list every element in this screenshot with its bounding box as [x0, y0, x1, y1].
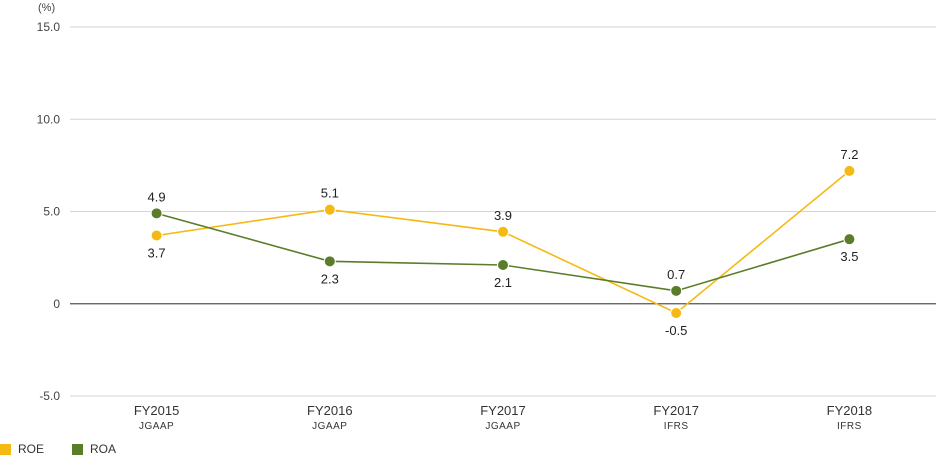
data-label-roa: 2.3 [321, 271, 339, 286]
data-label-roe: 3.7 [148, 245, 166, 260]
x-category-label: FY2015 [134, 403, 180, 418]
x-category-sublabel: JGAAP [485, 421, 520, 432]
x-category-labels: FY2015 JGAAP FY2016 JGAAP FY2017 JGAAP FY2017 I… [134, 403, 872, 432]
data-point-roa [150, 207, 163, 220]
x-category-label: FY2017 [480, 403, 526, 418]
legend-label-roe: ROE [18, 442, 45, 456]
data-point-roe [843, 164, 856, 177]
legend-item-roa: ROA [72, 442, 116, 456]
data-point-roe [497, 225, 509, 238]
data-label-roa: 0.7 [667, 267, 685, 282]
grid-lines [70, 26, 936, 397]
legend-swatch-roa [72, 443, 84, 455]
data-label-roa: 2.1 [494, 275, 512, 290]
x-category-label: FY2017 [653, 403, 699, 418]
x-category-label: FY2016 [307, 403, 353, 418]
y-unit-label: (%) [38, 2, 55, 14]
x-category-sublabel: IFRS [664, 421, 689, 432]
x-category-sublabel: JGAAP [312, 421, 347, 432]
data-label-roe: 3.9 [494, 208, 512, 223]
legend: ROE ROA [0, 442, 144, 456]
legend-item-roe: ROE [0, 442, 44, 456]
data-point-roa [497, 259, 509, 272]
y-tick-label: 15.0 [37, 20, 61, 34]
y-tick-label: -5.0 [39, 389, 60, 403]
x-category-sublabel: IFRS [837, 421, 862, 432]
data-point-roe [323, 203, 336, 216]
data-point-roa [323, 255, 336, 268]
legend-label-roa: ROA [90, 442, 117, 456]
x-category-label: FY2018 [827, 403, 873, 418]
x-category-sublabel: JGAAP [139, 421, 174, 432]
y-tick-label: 0 [53, 297, 60, 311]
data-point-roa [843, 233, 856, 246]
data-label-roe: -0.5 [665, 323, 687, 338]
y-tick-label: 10.0 [37, 112, 61, 126]
y-tick-labels: 15.0 10.0 5.0 0 -5.0 [37, 20, 61, 403]
y-tick-label: 5.0 [43, 205, 60, 219]
data-point-roe [670, 306, 683, 319]
data-label-roe: 7.2 [840, 147, 858, 162]
data-label-roe: 5.1 [321, 186, 339, 201]
legend-swatch-roe [0, 443, 11, 455]
data-point-roa [670, 284, 683, 297]
data-label-roa: 3.5 [840, 249, 858, 264]
series-layer: 3.7 5.1 3.9 -0.5 7.2 4.9 2.3 2.1 0.7 3.5 [148, 147, 859, 338]
data-label-roa: 4.9 [148, 189, 166, 204]
data-point-roe [150, 229, 163, 242]
